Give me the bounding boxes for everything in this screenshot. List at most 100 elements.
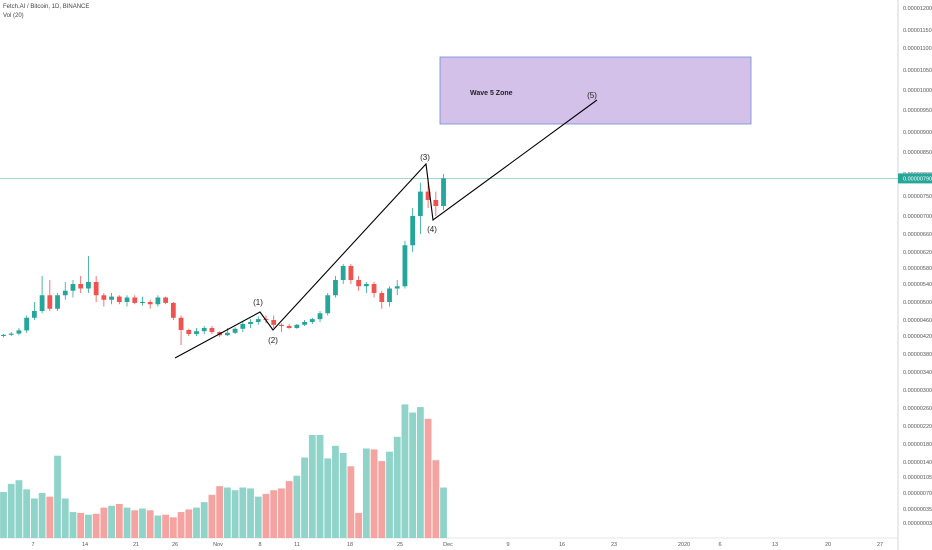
- time-axis-tick: 9: [506, 542, 509, 548]
- price-axis-tick: 0.00001050: [903, 68, 932, 74]
- volume-bar: [247, 488, 254, 538]
- time-axis-tick: 2020: [678, 542, 690, 548]
- volume-bar: [77, 512, 85, 538]
- volume-bar: [301, 457, 308, 538]
- candle-body: [340, 266, 346, 280]
- volume-bar: [262, 493, 270, 538]
- volume-bar: [123, 507, 131, 538]
- candle-body: [224, 332, 230, 336]
- volume-bar: [100, 507, 108, 538]
- time-axis-tick: 23: [611, 542, 617, 548]
- candle-body: [163, 297, 169, 303]
- volume-bar: [23, 489, 31, 538]
- candle-body: [271, 320, 277, 325]
- wave-5-zone: [439, 56, 752, 125]
- volume-bar: [46, 496, 54, 538]
- volume-bar: [270, 490, 278, 538]
- time-axis-tick: 13: [772, 542, 778, 548]
- volume-indicator-label: Vol (20): [3, 13, 24, 19]
- time-axis-tick: Nov: [213, 542, 223, 548]
- volume-bar: [193, 507, 200, 538]
- candle-body: [433, 200, 439, 206]
- volume-bar: [370, 449, 378, 538]
- candle-body: [109, 296, 114, 300]
- candle-body: [294, 324, 300, 328]
- candle-body: [194, 331, 199, 334]
- candle-body: [394, 286, 400, 289]
- volume-bar: [0, 492, 7, 538]
- candle-body: [70, 284, 76, 291]
- volume-bar: [61, 498, 69, 538]
- price-axis-tick: 0.00000580: [903, 266, 932, 272]
- price-axis-tick: 0.00001100: [903, 46, 932, 52]
- candle-body: [16, 330, 22, 334]
- time-axis-tick: 8: [258, 542, 261, 548]
- candle-body: [248, 322, 253, 324]
- wave-label: (2): [268, 336, 278, 345]
- time-axis-tick: 6: [718, 542, 721, 548]
- volume-bar: [108, 505, 115, 538]
- candle-body: [371, 284, 377, 293]
- volume-axis-tick: 0.00000220: [903, 424, 932, 430]
- symbol-title: Fetch.AI / Bitcoin, 1D, BINANCE: [3, 4, 90, 10]
- candle-body: [402, 245, 408, 287]
- candle-body: [425, 191, 431, 200]
- volume-bar: [54, 455, 61, 538]
- candle-body: [78, 284, 84, 289]
- volume-bar: [324, 458, 332, 538]
- price-axis-tick: 0.00000660: [903, 232, 932, 238]
- volume-bar: [162, 514, 170, 538]
- time-axis-tick: 20: [825, 542, 831, 548]
- candle-body: [155, 297, 161, 305]
- current-price-value: 0.00000790: [903, 176, 932, 182]
- volume-bar: [69, 512, 77, 538]
- time-axis-tick: 7: [31, 542, 34, 548]
- time-axis-tick: 16: [559, 542, 565, 548]
- candle-body: [39, 295, 45, 311]
- candle-body: [333, 280, 338, 296]
- price-axis-tick: 0.00000460: [903, 318, 932, 324]
- price-axis-tick: 0.00000620: [903, 250, 932, 256]
- volume-bar: [401, 404, 409, 538]
- time-axis-tick: 26: [172, 542, 178, 548]
- price-axis-tick: 0.00000700: [903, 214, 932, 220]
- price-axis-tick: 0.00000750: [903, 194, 932, 200]
- candle-body: [302, 322, 307, 325]
- time-axis-tick: 14: [82, 542, 88, 548]
- volume-bar: [308, 435, 316, 538]
- candle-body: [286, 326, 292, 328]
- candle-body: [170, 302, 176, 318]
- candle-body: [232, 328, 238, 333]
- candle-body: [387, 288, 392, 302]
- candle-body: [363, 284, 369, 287]
- candle-body: [101, 295, 107, 300]
- candle-body: [62, 290, 68, 296]
- volume-bar: [200, 502, 208, 538]
- candle-body: [140, 302, 145, 303]
- candle-body: [24, 317, 30, 331]
- wave-5-zone-label: Wave 5 Zone: [470, 90, 513, 97]
- volume-bar: [7, 483, 15, 538]
- wave-label: (1): [253, 298, 263, 307]
- current-price-badge: [898, 173, 932, 184]
- candle-body: [317, 313, 323, 320]
- volume-bar: [254, 496, 262, 538]
- volume-bar: [362, 448, 370, 538]
- volume-axis-tick: 0.00000260: [903, 406, 932, 412]
- volume-bar: [216, 486, 224, 538]
- time-axis-tick: Dec: [443, 542, 453, 548]
- candle-body: [31, 311, 37, 318]
- candle-body: [417, 191, 423, 216]
- volume-bar: [416, 407, 424, 538]
- volume-bar: [378, 461, 386, 538]
- time-axis-tick: 21: [133, 542, 139, 548]
- elliott-wave-line: [174, 99, 598, 359]
- volume-bar: [185, 509, 193, 538]
- price-axis-tick: 0.00000300: [903, 388, 932, 394]
- price-axis-tick: 0.00000850: [903, 150, 932, 156]
- volume-bar: [92, 513, 100, 538]
- candle-body: [201, 328, 207, 332]
- price-axis-tick: 0.00001000: [903, 88, 932, 94]
